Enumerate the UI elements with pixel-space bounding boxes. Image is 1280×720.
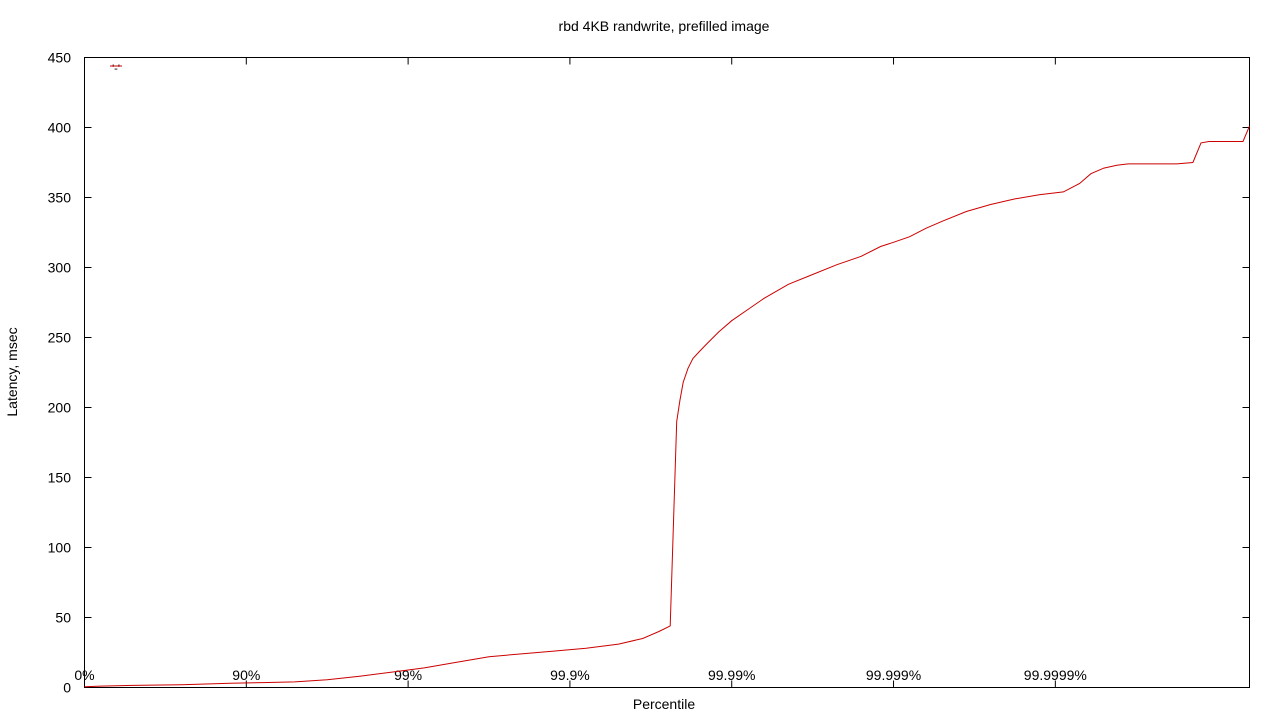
y-tick-label: 250 [48,330,72,346]
y-tick-label: 150 [48,470,72,486]
y-axis-label: Latency, msec [4,327,20,416]
x-tick-label: 99.99% [708,667,755,683]
y-axis: 0 50 100 150 200 250 300 350 400 450 [48,50,1250,696]
series-layer [84,125,1250,688]
plot-frame [84,57,1250,688]
y-tick-label: 100 [48,540,72,556]
x-tick-label: 90% [232,667,260,683]
x-axis-label: Percentile [633,696,695,712]
y-tick-label: 0 [63,680,71,696]
x-tick-label: 0% [74,667,94,683]
y-tick-label: 400 [48,120,72,136]
y-tick-label: 200 [48,400,72,416]
x-axis: 0% 90% 99% 99.9% 99.99% 99.999% 99.9999% [74,57,1087,688]
chart-title: rbd 4KB randwrite, prefilled image [559,18,770,34]
y-tick-label: 300 [48,260,72,276]
x-tick-label: 99.999% [866,667,921,683]
y-tick-label: 350 [48,190,72,206]
series-line [84,125,1250,688]
x-tick-label: 99.9% [550,667,590,683]
x-tick-label: 99% [394,667,422,683]
y-tick-label: 50 [55,610,71,626]
y-tick-label: 450 [48,50,72,66]
x-tick-label: 99.9999% [1024,667,1087,683]
legend: '-' [110,63,122,75]
legend-label: '-' [112,63,120,75]
plot-frame-group [84,57,1250,688]
